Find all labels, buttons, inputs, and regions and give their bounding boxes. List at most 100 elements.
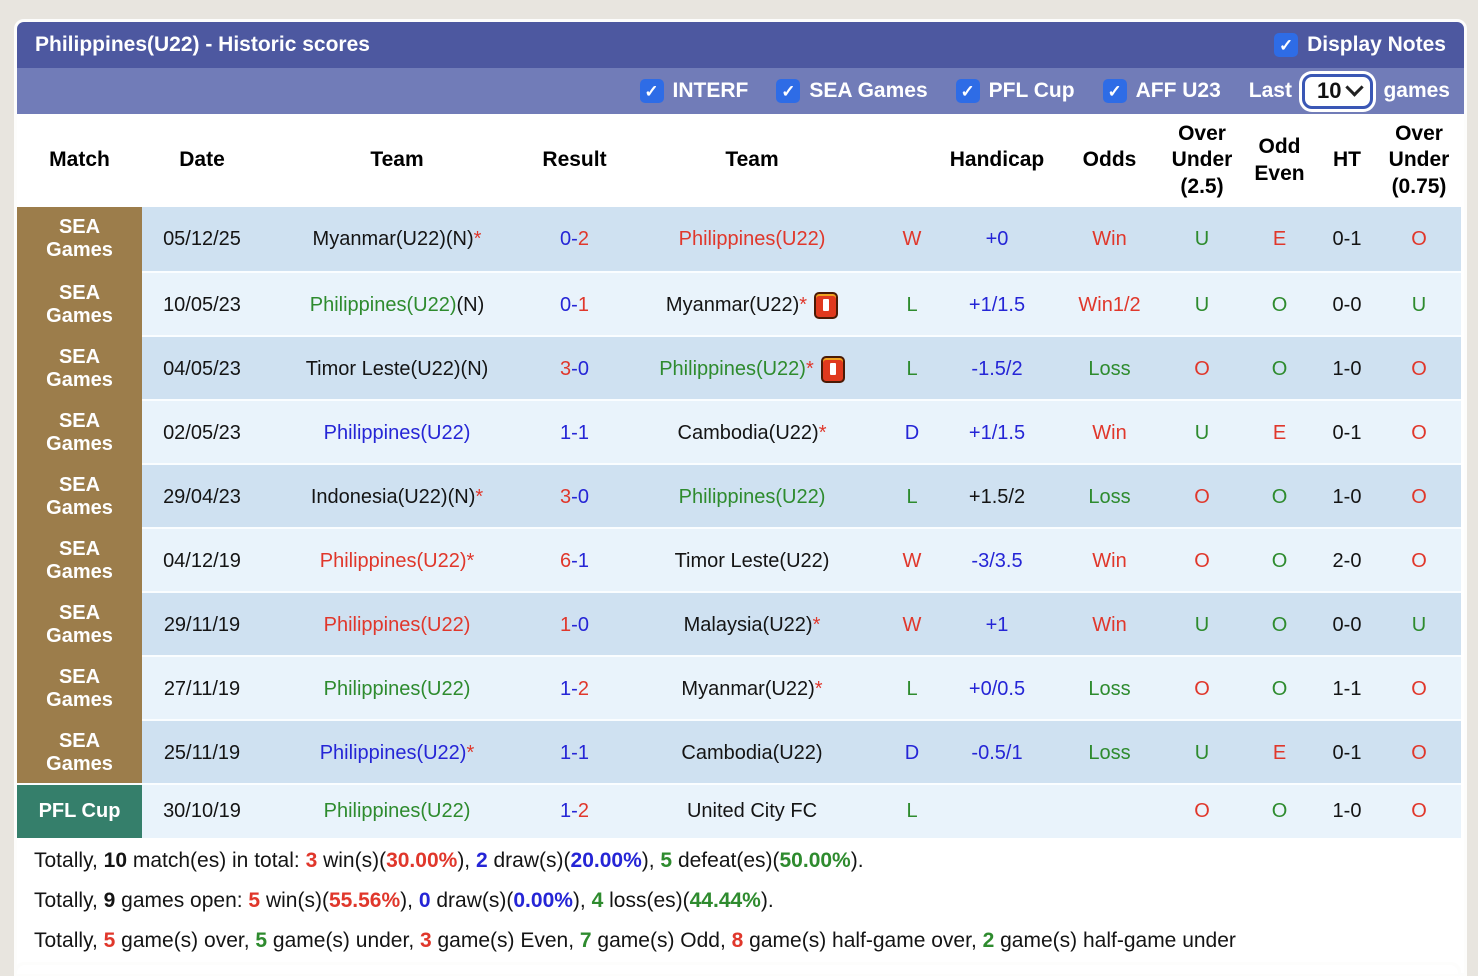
text-segment: 5 (255, 929, 268, 952)
home-team-name[interactable]: Philippines(U22)* (320, 550, 475, 573)
filter-toggle-pfl-cup[interactable]: ✓ PFL Cup (955, 79, 1075, 103)
match-row: SEA Games 25/11/19 Philippines(U22)* 1-1 Cam… (17, 719, 1464, 785)
text-segment: Myanmar(U22)(N) (312, 227, 474, 250)
date-cell: 04/12/19 (142, 527, 262, 593)
last-games-value: 10 (1316, 77, 1342, 103)
filter-label: AFF U23 (1135, 79, 1221, 102)
handicap-cell: -3/3.5 (937, 527, 1057, 593)
handicap-cell: -0.5/1 (937, 719, 1057, 785)
checkbox-checked-icon[interactable]: ✓ (955, 79, 980, 103)
next-section-panel-edge (14, 962, 1461, 974)
wdl-cell: L (887, 783, 937, 838)
odds-cell: Loss (1057, 335, 1162, 401)
text-segment: Philippines(U22)* (319, 549, 475, 572)
home-team-name[interactable]: Philippines(U22)(N) (310, 294, 485, 317)
column-header: Team (370, 148, 424, 172)
filter-bar: ✓ INTERF ✓ SEA Games ✓ PFL Cup ✓ AFF U23 Last 10 g… (17, 68, 1464, 114)
text-segment: - (571, 741, 578, 764)
odd-even-cell: O (1242, 527, 1317, 593)
home-team-name[interactable]: Philippines(U22) (324, 678, 471, 701)
away-team-name[interactable]: Philippines(U22) (679, 486, 826, 509)
checkbox-checked-icon[interactable]: ✓ (776, 79, 801, 103)
home-team-name[interactable]: Myanmar(U22)(N)* (313, 228, 482, 251)
home-team-name[interactable]: Indonesia(U22)(N)* (311, 486, 483, 509)
value-text: O (1271, 549, 1288, 572)
text-segment: Totally, (34, 849, 104, 872)
away-team-name[interactable]: Myanmar(U22)* (666, 294, 807, 317)
text-segment: 1 (560, 421, 572, 444)
away-team-name[interactable]: United City FC (687, 800, 817, 823)
home-team-name[interactable]: Philippines(U22) (324, 800, 471, 823)
checkbox-checked-icon[interactable]: ✓ (639, 79, 664, 103)
filter-toggle-interf[interactable]: ✓ INTERF (639, 79, 748, 103)
text-segment: Timor Leste(U22)(N) (305, 357, 489, 380)
text-segment: Malaysia(U22) (683, 613, 813, 636)
text-segment: 1 (560, 613, 572, 636)
match-row: PFL Cup 30/10/19 Philippines(U22) 1-2 United… (17, 783, 1464, 838)
text-segment: Philippines(U22) (309, 293, 457, 316)
away-team-name[interactable]: Philippines(U22) (679, 228, 826, 251)
value-text: +1/1.5 (968, 293, 1026, 316)
away-team-name[interactable]: Malaysia(U22)* (684, 614, 821, 637)
value-text: +1 (985, 613, 1009, 636)
home-team-name[interactable]: Philippines(U22) (324, 614, 471, 637)
away-team-name[interactable]: Cambodia(U22)* (678, 422, 827, 445)
match-row: SEA Games 02/05/23 Philippines(U22) 1-1 Camb… (17, 399, 1464, 465)
odd-even-cell: O (1242, 655, 1317, 721)
text-segment: - (571, 800, 578, 822)
away-team-name[interactable]: Timor Leste(U22) (675, 550, 830, 573)
home-team-cell: Philippines(U22) (262, 655, 532, 721)
text-segment: Totally, (34, 929, 104, 952)
away-team-name[interactable]: Cambodia(U22) (681, 742, 822, 765)
date-cell: 27/11/19 (142, 655, 262, 721)
wdl-cell: L (887, 271, 937, 337)
value-text: Loss (1088, 357, 1131, 380)
value-text: U (1194, 293, 1210, 316)
ht-cell: 1-0 (1317, 783, 1377, 838)
checkbox-checked-icon[interactable]: ✓ (1274, 33, 1299, 57)
summary-line-3: Totally, 5 game(s) over, 5 game(s) under… (17, 921, 1464, 961)
odd-even-cell: E (1242, 207, 1317, 271)
odds-cell: Loss (1057, 655, 1162, 721)
column-header: Odd Even (1254, 135, 1305, 185)
column-header: Odds (1082, 148, 1137, 172)
away-team-name[interactable]: Philippines(U22)* (659, 358, 814, 381)
match-row: SEA Games 29/04/23 Indonesia(U22)(N)* 3-0 Ph… (17, 463, 1464, 529)
value-text: Win (1092, 613, 1127, 636)
last-games-select[interactable]: 10 (1301, 73, 1374, 109)
home-team-cell: Indonesia(U22)(N)* (262, 463, 532, 529)
odd-even-cell: O (1242, 271, 1317, 337)
away-team-name[interactable]: Myanmar(U22)* (681, 678, 822, 701)
text-segment: Philippines(U22) (323, 613, 471, 636)
odds-cell: Win (1057, 207, 1162, 271)
scores-table: Match Date Team Result Team Handicap Odds Over … (17, 114, 1464, 838)
text-segment: 3 (305, 849, 318, 872)
text-segment: game(s) half-game under (994, 929, 1236, 952)
text-segment: 2 (577, 227, 589, 250)
match-type-cell: PFL Cup (17, 783, 142, 838)
over-under-075-cell: O (1377, 207, 1461, 271)
wdl-cell: W (887, 591, 937, 657)
text-segment: 3 (419, 929, 432, 952)
text-segment: 3 (560, 357, 572, 380)
value-text: O (1411, 357, 1427, 380)
value-text: W (902, 549, 922, 572)
odds-cell: Loss (1057, 719, 1162, 785)
display-notes-toggle[interactable]: ✓ Display Notes (1274, 33, 1446, 57)
text-segment: ). (850, 849, 864, 872)
text-segment: 3 (560, 485, 572, 508)
value-text: E (1272, 421, 1287, 444)
filter-toggle-sea-games[interactable]: ✓ SEA Games (776, 79, 928, 103)
odd-even-cell: E (1242, 719, 1317, 785)
match-row: SEA Games 27/11/19 Philippines(U22) 1-2 Myan… (17, 655, 1464, 721)
home-team-name[interactable]: Philippines(U22)* (320, 742, 475, 765)
text-segment: 0.00% (513, 889, 573, 912)
away-team-cell: Myanmar(U22)* (617, 271, 887, 337)
checkbox-checked-icon[interactable]: ✓ (1102, 79, 1127, 103)
over-under-25-cell: U (1162, 271, 1242, 337)
home-team-name[interactable]: Timor Leste(U22)(N) (306, 358, 489, 381)
home-team-name[interactable]: Philippines(U22) (324, 422, 471, 445)
date-cell: 30/10/19 (142, 783, 262, 838)
filter-toggle-aff-u23[interactable]: ✓ AFF U23 (1102, 79, 1221, 103)
away-team-cell: United City FC (617, 783, 887, 838)
